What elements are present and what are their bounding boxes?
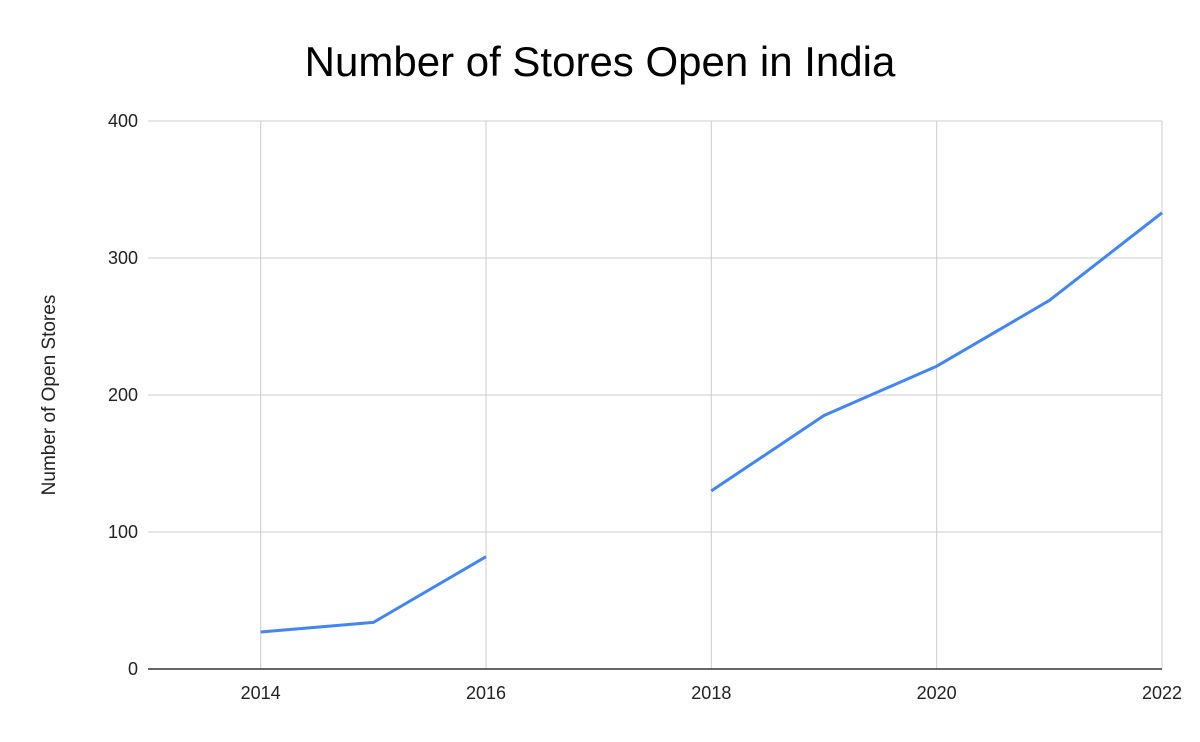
- chart-title: Number of Stores Open in India: [305, 38, 896, 85]
- y-tick-label: 100: [108, 522, 138, 542]
- series-line-segment: [710, 211, 1163, 493]
- y-tick-label: 300: [108, 248, 138, 268]
- series-line-segment: [260, 555, 487, 634]
- x-tick-label: 2014: [241, 683, 281, 703]
- x-tick-label: 2020: [917, 683, 957, 703]
- y-tick-label: 200: [108, 385, 138, 405]
- x-tick-label: 2018: [691, 683, 731, 703]
- y-tick-label: 400: [108, 111, 138, 131]
- x-tick-label: 2016: [466, 683, 506, 703]
- y-tick-label: 0: [128, 659, 138, 679]
- x-tick-label: 2022: [1142, 683, 1182, 703]
- y-axis-label: Number of Open Stores: [39, 295, 60, 496]
